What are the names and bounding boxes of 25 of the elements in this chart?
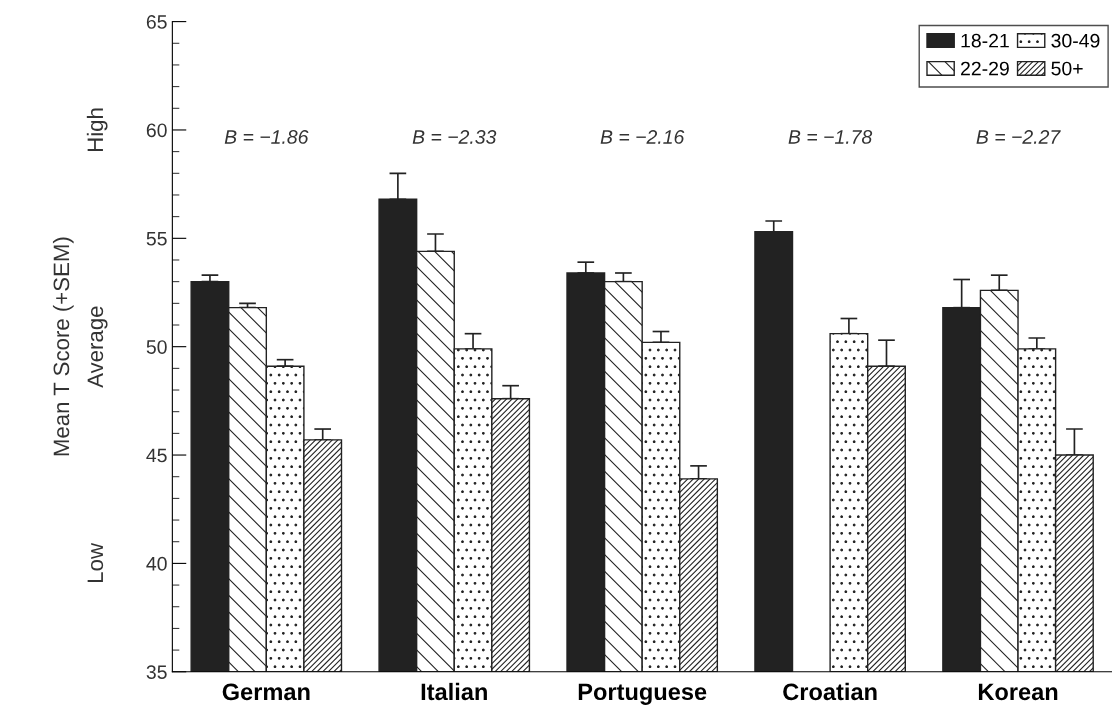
legend-label: 22-29 [961, 61, 1009, 76]
annotation: B = −1.86 [224, 130, 309, 144]
legend-label: 18-21 [961, 33, 1009, 48]
annotation: B = −2.27 [976, 130, 1061, 144]
legend-label: 30-49 [1051, 33, 1100, 48]
x-tick-label: Croatian [783, 682, 877, 701]
text: Average [87, 306, 108, 388]
legend-label: 50+ [1051, 61, 1083, 76]
y-axis-title: Mean T Score (+SEM) [52, 237, 74, 456]
y-tick-label: 55 [146, 231, 167, 246]
annotation: B = −2.33 [412, 130, 497, 144]
text: Low [87, 542, 104, 582]
x-tick-label: Italian [421, 682, 487, 701]
text: High [86, 108, 108, 151]
annotation: B = −1.78 [788, 130, 873, 144]
y-tick-label: 40 [146, 556, 167, 571]
y-tick-label: 65 [146, 15, 167, 29]
y-tick-label: 50 [146, 340, 167, 354]
x-tick-label: German [222, 683, 310, 701]
y-tick-label: 45 [146, 448, 167, 463]
y-tick-label: 60 [146, 123, 167, 138]
x-tick-label: Portuguese [578, 683, 707, 705]
y-tick-label: 35 [146, 665, 167, 679]
x-tick-label: Korean [978, 683, 1058, 701]
annotation: B = −2.16 [600, 130, 685, 144]
